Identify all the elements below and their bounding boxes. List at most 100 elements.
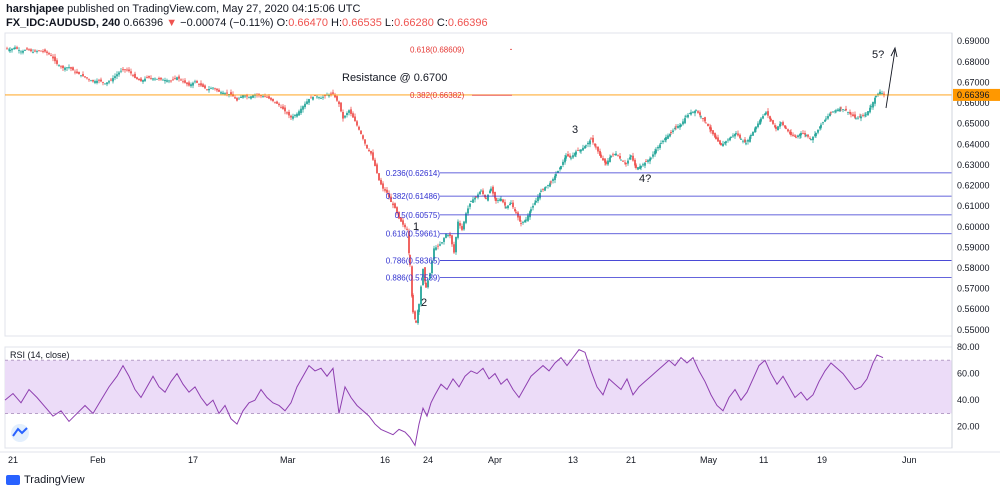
candle-body	[669, 133, 671, 137]
candle-body	[530, 209, 532, 212]
candle-body	[376, 164, 378, 174]
candle-body	[34, 50, 36, 52]
candle-body	[627, 160, 629, 164]
candle-body	[264, 96, 266, 98]
candle-body	[214, 88, 216, 90]
time-tick-label: 21	[8, 455, 18, 465]
tv-watermark-icon	[11, 424, 29, 442]
candle-body	[762, 116, 764, 119]
time-tick-label: 21	[626, 455, 636, 465]
candle-body	[755, 126, 757, 130]
price-pane[interactable]: 0.618(0.68609) 0.382(0.66382) 0.236(0.6261…	[4, 32, 953, 337]
candle-body	[819, 126, 821, 129]
candle-body	[158, 78, 160, 80]
candle-body	[879, 91, 881, 95]
candle-body	[549, 183, 551, 187]
candle-body	[525, 219, 527, 221]
candle-body	[867, 111, 869, 116]
candle-body	[378, 173, 380, 181]
candle-body	[804, 133, 806, 135]
candle-body	[210, 88, 212, 90]
candle-body	[467, 208, 469, 214]
wave-4-label: 4?	[639, 173, 651, 185]
candle-body	[805, 135, 807, 136]
candle-body	[559, 167, 561, 170]
candle-body	[787, 129, 789, 132]
candle-body	[604, 158, 606, 163]
close-value: 0.66396	[447, 17, 488, 29]
candle-body	[519, 216, 521, 222]
price-tick-label: 0.59000	[957, 242, 990, 252]
candle-body	[540, 190, 542, 192]
candle-body	[537, 196, 539, 202]
candle-body	[174, 77, 176, 79]
candle-body	[590, 138, 592, 140]
candle-body	[744, 139, 746, 143]
candle-body	[60, 66, 62, 68]
fib-label: 0.382(0.61486)	[386, 192, 441, 201]
candle-body	[554, 175, 556, 181]
candle-body	[108, 81, 110, 83]
candle-body	[402, 220, 404, 225]
candle-body	[330, 93, 332, 95]
candle-body	[722, 143, 724, 147]
candle-body	[94, 81, 96, 83]
candle-body	[697, 111, 699, 113]
candle-body	[409, 255, 411, 265]
candle-body	[354, 116, 356, 122]
candle-body	[797, 135, 799, 137]
candle-body	[580, 149, 582, 152]
candle-body	[102, 81, 104, 83]
candle-body	[745, 143, 747, 145]
candle-body	[14, 47, 16, 49]
candle-body	[480, 190, 482, 192]
candle-body	[757, 123, 759, 128]
candle-body	[218, 89, 220, 92]
candle-body	[374, 159, 376, 166]
candle-body	[202, 84, 204, 87]
candle-body	[457, 221, 459, 238]
candle-body	[134, 73, 136, 78]
candle-body	[232, 94, 234, 97]
candle-body	[665, 137, 667, 141]
candle-body	[418, 304, 420, 313]
candle-body	[535, 200, 537, 203]
candle-body	[489, 190, 491, 194]
candle-body	[792, 134, 794, 136]
candle-body	[770, 118, 772, 121]
candle-body	[230, 92, 232, 95]
candle-body	[862, 115, 864, 116]
candle-body	[842, 109, 844, 110]
candle-body	[714, 133, 716, 138]
candle-body	[799, 133, 801, 137]
candle-body	[575, 151, 577, 155]
rsi-pane[interactable]: RSI (14, close)	[4, 346, 953, 449]
candle-body	[500, 198, 502, 201]
candle-body	[346, 113, 348, 116]
candle-body	[739, 134, 741, 138]
time-tick-label: 13	[568, 455, 578, 465]
candle-body	[605, 161, 607, 164]
candle-body	[412, 295, 414, 313]
candle-body	[72, 67, 74, 71]
candle-body	[782, 122, 784, 126]
candle-body	[358, 126, 360, 130]
candle-body	[565, 155, 567, 159]
candle-body	[532, 205, 534, 208]
candle-body	[790, 131, 792, 136]
candle-body	[507, 205, 509, 209]
candle-body	[13, 47, 15, 49]
candle-body	[469, 203, 471, 207]
candle-body	[190, 84, 192, 87]
candle-body	[463, 221, 465, 230]
candle-body	[100, 79, 102, 82]
candle-body	[240, 96, 242, 99]
candle-body	[564, 157, 566, 163]
candle-body	[639, 166, 641, 169]
candle-body	[332, 92, 334, 94]
candle-body	[204, 85, 206, 89]
candle-body	[629, 157, 631, 160]
candle-body	[700, 116, 702, 118]
candle-body	[544, 187, 546, 191]
